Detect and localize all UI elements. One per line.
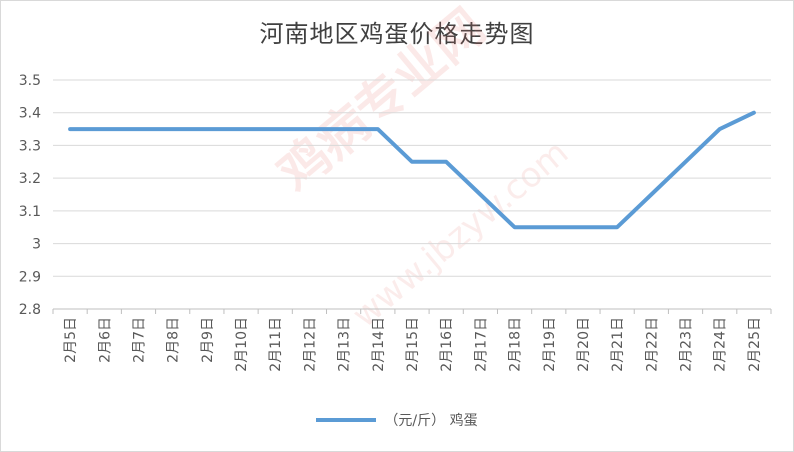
x-tick-label: 2月12日 (302, 317, 318, 372)
y-tick-label: 2.9 (19, 269, 41, 285)
x-tick-label: 2月18日 (508, 317, 524, 372)
x-tick-label: 2月7日 (131, 317, 147, 363)
x-tick-label: 2月25日 (747, 317, 763, 372)
gridlines (53, 79, 771, 310)
legend-swatch (316, 418, 377, 422)
x-tick-label: 2月10日 (234, 317, 250, 372)
x-tick-label: 2月23日 (679, 317, 695, 372)
y-axis-ticks: 2.8 2.9 3 3.1 3.2 3.3 3.4 3.5 (19, 73, 41, 318)
x-tick-label: 2月16日 (439, 317, 455, 372)
legend-label: （元/斤） 鸡蛋 (384, 413, 478, 429)
x-tick-label: 2月13日 (337, 317, 353, 372)
x-axis (52, 308, 772, 314)
x-tick-label: 2月11日 (268, 317, 284, 372)
x-tick-label: 2月21日 (610, 317, 626, 372)
x-tick-label: 2月9日 (200, 317, 216, 363)
y-tick-label: 3.5 (19, 73, 41, 89)
y-tick-label: 3 (32, 237, 41, 253)
y-tick-label: 3.3 (19, 138, 41, 154)
chart-title: 河南地区鸡蛋价格走势图 (259, 20, 535, 48)
x-tick-label: 2月5日 (63, 317, 79, 363)
series-layer (68, 110, 756, 230)
x-tick-label: 2月20日 (576, 317, 592, 372)
x-tick-label: 2月17日 (473, 317, 489, 372)
x-axis-ticks: 2月5日 2月6日 2月7日 2月8日 2月9日 2月10日 2月11日 2月12日 2月13日… (63, 317, 763, 372)
x-tick-label: 2月19日 (542, 317, 558, 372)
x-tick-label: 2月8日 (166, 317, 182, 363)
y-tick-label: 3.2 (19, 171, 41, 187)
x-tick-label: 2月22日 (644, 317, 660, 372)
y-tick-label: 3.1 (19, 204, 41, 220)
x-tick-label: 2月15日 (405, 317, 421, 372)
y-tick-label: 2.8 (19, 302, 41, 318)
x-tick-label: 2月14日 (371, 317, 387, 372)
x-tick-label: 2月6日 (97, 317, 113, 363)
legend: （元/斤） 鸡蛋 (0, 410, 794, 430)
y-tick-label: 3.4 (19, 106, 41, 122)
series-line (68, 110, 756, 230)
x-tick-label: 2月24日 (713, 317, 729, 372)
